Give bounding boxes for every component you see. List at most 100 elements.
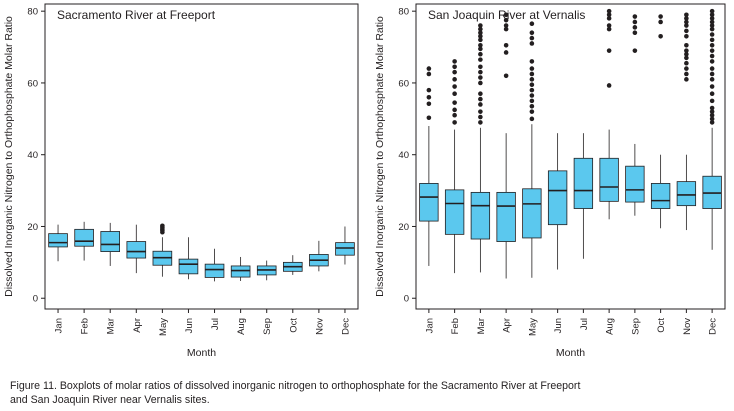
outlier-point xyxy=(684,51,689,57)
outlier-point xyxy=(684,42,689,48)
box-jun xyxy=(178,237,199,280)
chart-title: Sacramento River at Freeport xyxy=(57,8,216,22)
y-tick-label: 0 xyxy=(33,294,38,305)
outlier-point xyxy=(503,42,509,48)
iqr-box xyxy=(573,157,594,209)
box-jul xyxy=(573,133,594,259)
outlier-point xyxy=(478,69,483,75)
outlier-point xyxy=(684,77,689,82)
y-tick-label: 0 xyxy=(404,294,409,305)
outlier-point xyxy=(478,109,483,114)
y-axis-label: Dissolved Inorganic Nitrogen to Orthopho… xyxy=(3,16,15,297)
x-tick-label: Jun xyxy=(184,318,195,333)
plot-frame xyxy=(415,3,726,310)
outlier-point xyxy=(452,59,457,64)
outlier-point xyxy=(503,50,509,55)
box-apr xyxy=(126,224,147,274)
outlier-point xyxy=(709,12,715,18)
outlier-point xyxy=(709,116,715,122)
iqr-box xyxy=(48,233,68,248)
y-tick-label: 20 xyxy=(398,222,409,233)
box-jan xyxy=(419,66,439,266)
box-mar xyxy=(100,222,120,266)
box-dec xyxy=(335,226,355,265)
outlier-point xyxy=(709,19,715,25)
box-aug xyxy=(230,256,251,282)
outlier-point xyxy=(709,84,715,89)
x-tick-label: Dec xyxy=(708,318,719,335)
outlier-point xyxy=(160,223,165,229)
x-tick-label: Feb xyxy=(80,318,91,334)
iqr-box xyxy=(335,242,355,256)
outlier-point xyxy=(632,25,638,30)
x-tick-label: Jul xyxy=(210,318,221,330)
outlier-point xyxy=(709,26,715,32)
y-tick-label: 40 xyxy=(27,150,38,161)
outlier-point xyxy=(452,64,457,70)
outlier-point xyxy=(478,23,483,28)
outlier-point xyxy=(606,8,612,14)
outlier-point xyxy=(632,48,638,53)
outlier-point xyxy=(452,84,457,89)
iqr-box xyxy=(444,189,465,235)
box-feb xyxy=(444,59,465,274)
outlier-point xyxy=(503,26,509,32)
outlier-point xyxy=(452,107,457,113)
outlier-point xyxy=(632,14,638,19)
x-tick-label: Jan xyxy=(54,318,65,333)
y-tick-label: 60 xyxy=(27,78,38,89)
outlier-point xyxy=(529,59,535,64)
outlier-point xyxy=(684,28,689,34)
box-oct xyxy=(283,255,303,275)
iqr-box xyxy=(178,258,199,275)
outlier-point xyxy=(478,26,483,32)
box-oct xyxy=(650,14,671,229)
box-apr xyxy=(496,12,516,279)
outlier-point xyxy=(684,23,689,28)
x-tick-label: Sep xyxy=(630,318,641,335)
outlier-point xyxy=(478,51,483,57)
outlier-point xyxy=(503,17,509,23)
outlier-point xyxy=(529,82,535,88)
outlier-point xyxy=(478,30,483,36)
y-tick-label: 60 xyxy=(398,78,409,89)
outlier-point xyxy=(709,53,715,59)
box-may xyxy=(522,21,542,278)
x-tick-label: Oct xyxy=(288,318,299,333)
outlier-point xyxy=(684,71,689,77)
outlier-point xyxy=(606,16,612,21)
outlier-point xyxy=(709,37,715,43)
x-tick-label: Sep xyxy=(262,318,273,335)
outlier-point xyxy=(684,60,689,66)
iqr-box xyxy=(204,263,225,278)
x-tick-label: Apr xyxy=(502,318,513,333)
outlier-point xyxy=(658,19,663,25)
outlier-point xyxy=(529,109,535,114)
outlier-point xyxy=(709,98,715,104)
iqr-box xyxy=(470,191,491,240)
box-jan xyxy=(48,224,68,262)
outlier-point xyxy=(684,16,689,21)
outlier-point xyxy=(606,23,612,28)
outlier-point xyxy=(478,102,483,107)
outlier-point xyxy=(606,12,612,18)
x-tick-label: May xyxy=(158,318,169,336)
box-mar xyxy=(470,23,491,273)
outlier-point xyxy=(478,37,483,43)
outlier-point xyxy=(709,59,715,64)
outlier-point xyxy=(478,91,483,97)
y-axis-label: Dissolved Inorganic Nitrogen to Orthopho… xyxy=(374,16,386,297)
outlier-point xyxy=(529,103,535,109)
outlier-point xyxy=(478,114,483,120)
outlier-point xyxy=(709,71,715,77)
x-tick-label: Dec xyxy=(340,318,351,335)
x-tick-label: Jan xyxy=(424,318,435,333)
outlier-point xyxy=(478,64,483,70)
outlier-point xyxy=(709,23,715,28)
y-tick-label: 20 xyxy=(27,222,38,233)
outlier-point xyxy=(684,12,689,18)
box-nov xyxy=(309,240,329,272)
outlier-point xyxy=(426,71,432,77)
outlier-point xyxy=(529,116,535,122)
box-jun xyxy=(547,133,568,270)
